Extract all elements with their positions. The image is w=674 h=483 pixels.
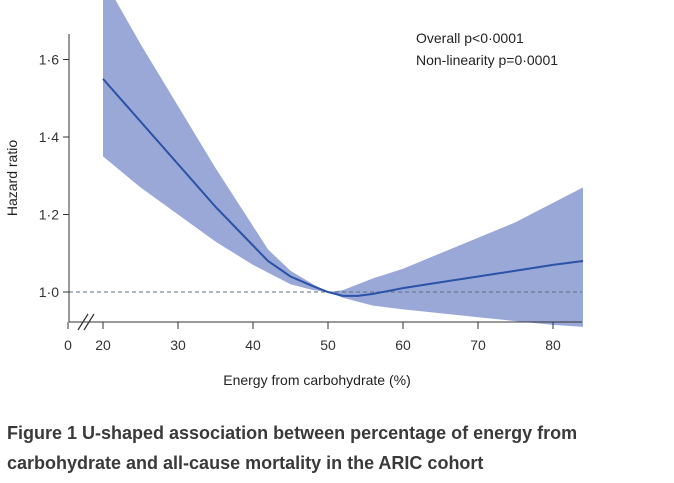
- x-tick-label: 70: [470, 337, 486, 353]
- axis-break-mark: [83, 313, 95, 331]
- confidence-band: [103, 0, 583, 327]
- x-tick-label: 30: [170, 337, 186, 353]
- x-axis-title: Energy from carbohydrate (%): [223, 372, 411, 388]
- x-tick-label: 60: [395, 337, 411, 353]
- y-tick-label: 1·2: [39, 207, 59, 223]
- x-ticks: 0 20 30 40 50 60 70 80: [64, 322, 561, 353]
- overall-p-annotation: Overall p<0·0001: [416, 30, 524, 46]
- figure-caption: Figure 1 U-shaped association between pe…: [7, 423, 578, 473]
- y-tick-label: 1·4: [39, 129, 59, 145]
- y-tick-label: 1·6: [39, 52, 59, 68]
- x-tick-label: 20: [95, 337, 111, 353]
- axis-break-mark: [77, 313, 89, 331]
- y-ticks: 1·01·21·41·61·8: [39, 52, 69, 300]
- y-axis-title: Hazard ratio: [4, 140, 20, 216]
- hazard-ratio-line: [102, 78, 584, 297]
- nonlinearity-p-annotation: Non-linearity p=0·0001: [416, 52, 558, 68]
- axis-break: [77, 313, 95, 331]
- x-tick-label: 80: [545, 337, 561, 353]
- x-tick-label: 0: [64, 337, 72, 353]
- y-tick-label: 1·0: [39, 284, 59, 300]
- x-tick-label: 50: [320, 337, 336, 353]
- x-tick-label: 40: [245, 337, 261, 353]
